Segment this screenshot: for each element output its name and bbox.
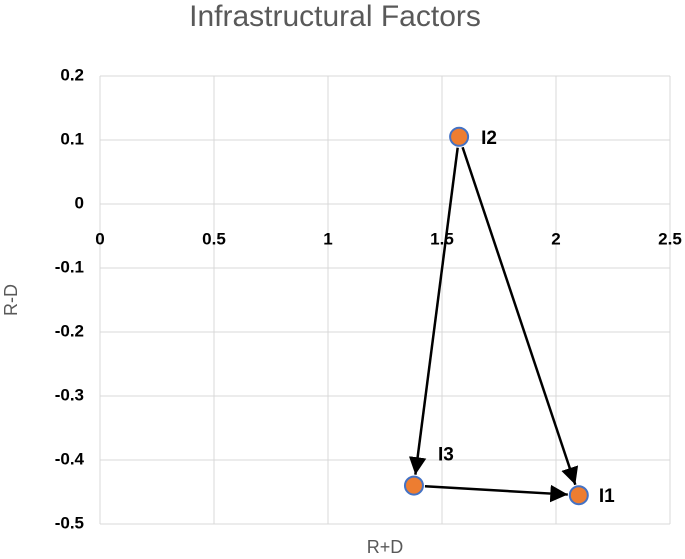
y-tick-label: -0.1 (55, 257, 84, 276)
x-tick-label: 1 (323, 229, 332, 248)
y-axis-label: R-D (1, 284, 21, 316)
y-tick-label: -0.2 (55, 321, 84, 340)
x-tick-label: 0.5 (202, 229, 226, 248)
point-label: I3 (438, 445, 454, 466)
point-label: I1 (599, 486, 615, 507)
arrow (408, 147, 459, 475)
x-axis-label: R+D (367, 537, 404, 557)
y-tick-label: -0.3 (55, 385, 84, 404)
point (403, 475, 424, 496)
x-tick-label: 2 (551, 229, 560, 248)
y-tick-label: 0 (75, 193, 84, 212)
x-tick-label: 2.5 (658, 229, 682, 248)
arrow (424, 484, 568, 503)
point (568, 485, 589, 506)
point-label: I2 (481, 128, 497, 149)
y-tick-label: 0.2 (60, 65, 84, 84)
y-tick-label: 0.1 (60, 129, 84, 148)
x-tick-label: 1.5 (430, 229, 454, 248)
arrow (461, 146, 579, 486)
y-tick-label: -0.4 (55, 449, 85, 468)
y-tick-label: -0.5 (55, 513, 84, 532)
x-tick-label: 0 (95, 229, 104, 248)
chart-title: Infrastructural Factors (189, 0, 481, 33)
point (449, 126, 470, 147)
